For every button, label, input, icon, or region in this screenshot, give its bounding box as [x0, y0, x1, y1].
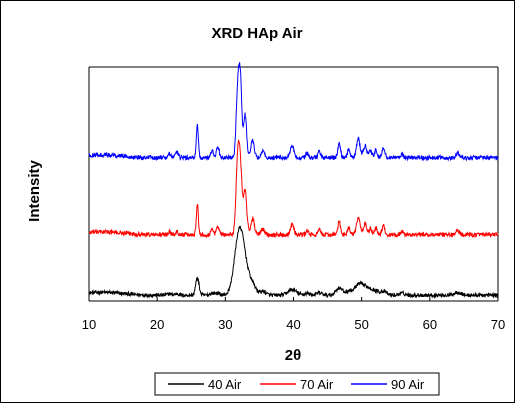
series-group [88, 62, 499, 300]
x-tick-label: 50 [354, 317, 368, 332]
y-axis-label: Intensity [26, 160, 43, 222]
legend-box [154, 372, 440, 396]
legend: 40 Air 70 Air 90 Air [154, 372, 440, 396]
x-tick-label: 70 [491, 317, 505, 332]
legend-label: 70 Air [300, 377, 334, 392]
x-tick-label: 60 [423, 317, 437, 332]
legend-items: 40 Air 70 Air 90 Air [168, 377, 425, 392]
x-tick-label: 20 [150, 317, 164, 332]
x-ticks: 10 20 30 40 50 60 70 [82, 297, 505, 332]
series-line-90-air [88, 62, 499, 162]
series-line-40-air [88, 225, 499, 300]
x-tick-label: 40 [286, 317, 300, 332]
x-tick-label: 30 [218, 317, 232, 332]
plot-area: 10 20 30 40 50 60 70 [82, 62, 505, 332]
legend-label: 90 Air [391, 377, 425, 392]
x-tick-label: 10 [82, 317, 96, 332]
legend-label: 40 Air [208, 377, 242, 392]
x-axis-label: 2θ [285, 347, 301, 364]
chart-title: XRD HAp Air [211, 25, 302, 42]
series-line-70-air [88, 139, 499, 239]
